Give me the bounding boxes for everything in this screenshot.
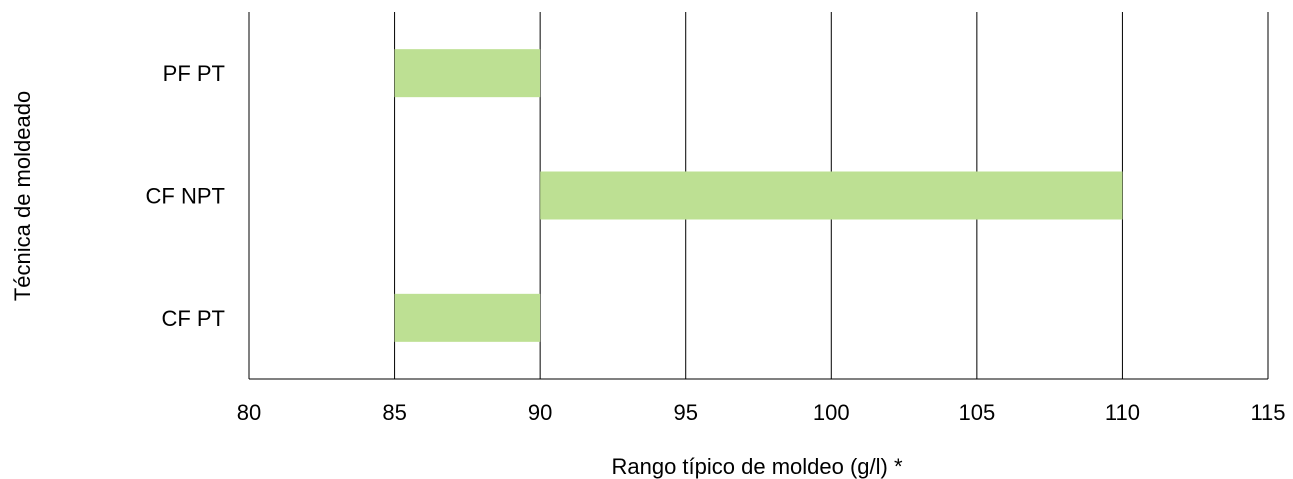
category-label: PF PT bbox=[163, 61, 225, 86]
x-axis-title: Rango típico de moldeo (g/l) * bbox=[611, 454, 902, 479]
range-bar bbox=[540, 171, 1123, 220]
x-tick-label: 110 bbox=[1105, 400, 1140, 425]
x-tick-label: 105 bbox=[958, 400, 995, 425]
x-tick-label: 95 bbox=[673, 400, 697, 425]
category-label: CF NPT bbox=[146, 184, 225, 209]
range-bar bbox=[394, 293, 541, 342]
category-labels: PF PT CF NPT CF PT bbox=[146, 61, 225, 331]
x-tick-label: 80 bbox=[237, 400, 261, 425]
bars bbox=[394, 49, 1123, 342]
x-tick-label: 115 bbox=[1250, 400, 1285, 425]
range-bar bbox=[394, 49, 541, 98]
x-tick-label: 90 bbox=[528, 400, 552, 425]
x-tick-labels: 80 85 90 95 100 105 110 115 bbox=[237, 400, 1286, 425]
x-tick-label: 85 bbox=[382, 400, 406, 425]
category-label: CF PT bbox=[161, 306, 225, 331]
y-axis-title: Técnica de moldeado bbox=[10, 91, 35, 301]
x-tick-label: 100 bbox=[813, 400, 850, 425]
